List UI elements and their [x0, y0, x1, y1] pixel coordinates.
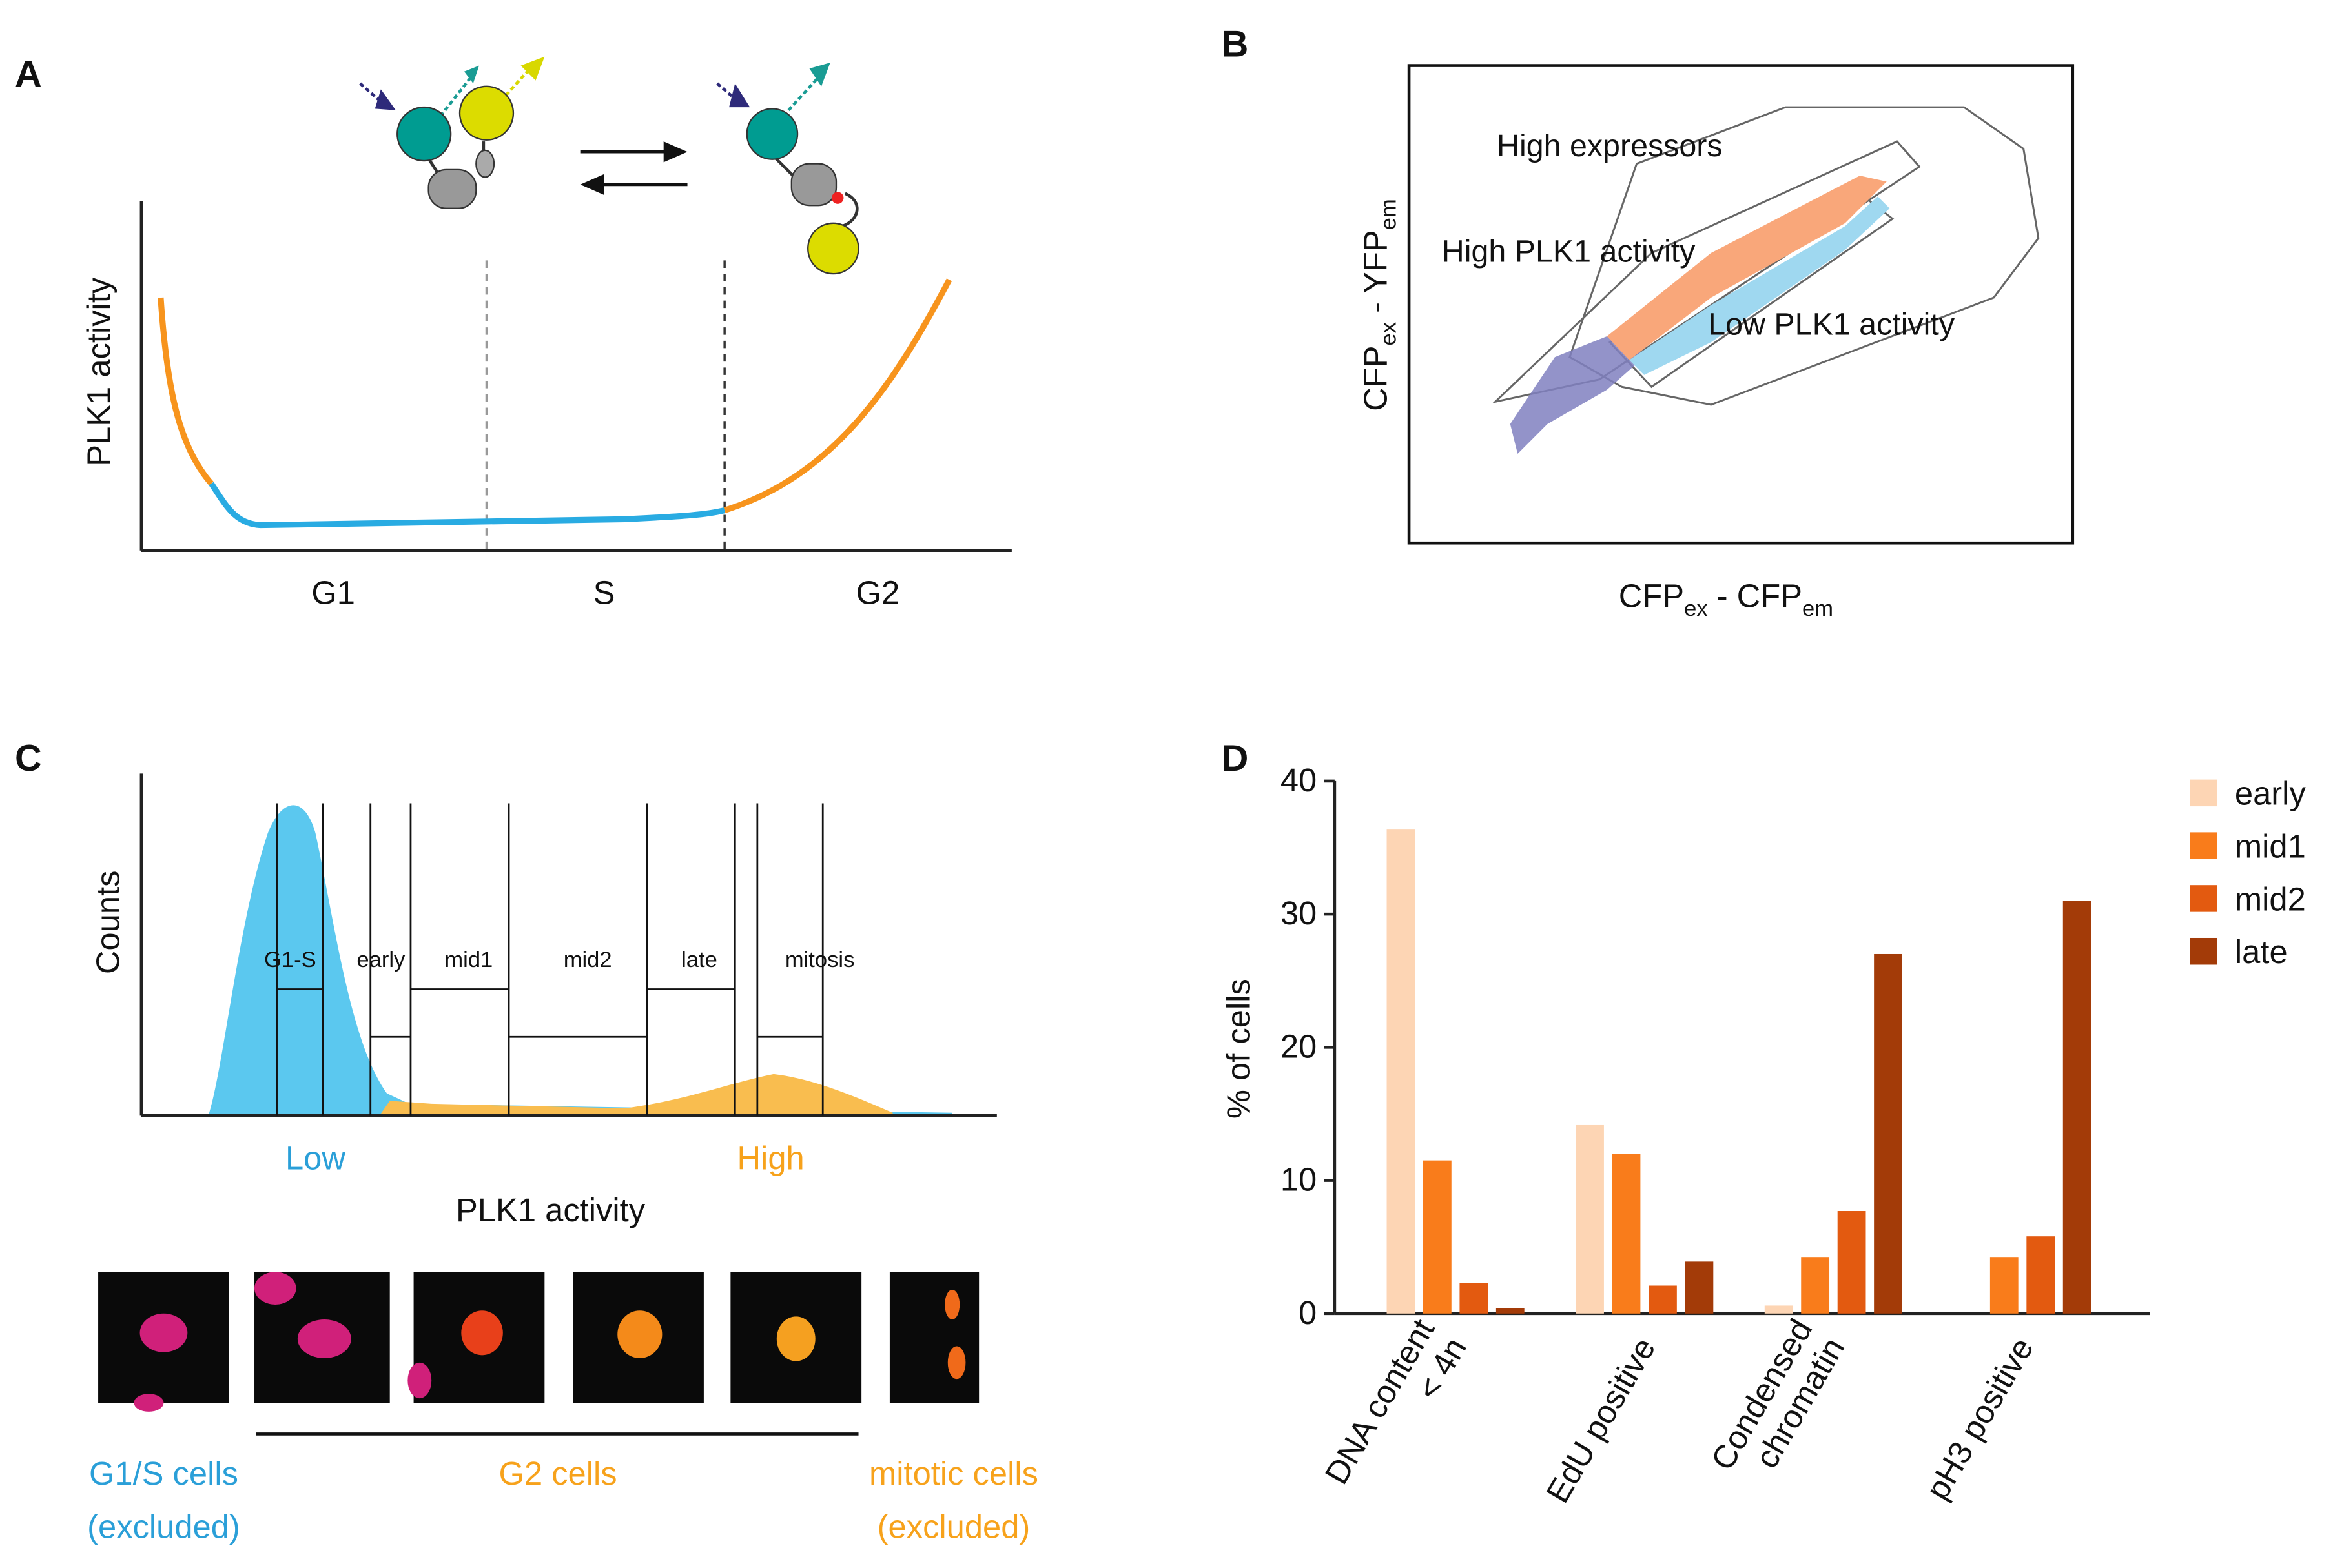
- panel-d: D % of cells 0 10 20 30 40 early mid1 mid2 late D…: [1220, 738, 2307, 1509]
- gate-label: High PLK1 activity: [1442, 234, 1696, 269]
- panel-letter: D: [1222, 738, 1249, 779]
- gate-label: mid1: [444, 948, 493, 972]
- cell-images: [98, 1272, 980, 1436]
- group-label: mitotic cells: [869, 1455, 1038, 1492]
- bar: [1576, 1124, 1604, 1314]
- gate-label: mitosis: [785, 948, 855, 972]
- legend-label: mid1: [2235, 828, 2306, 865]
- y-tick-label: 30: [1280, 895, 1317, 932]
- x-tick-label-group: pH3 positive: [1918, 1331, 2040, 1505]
- x-tick-label-group: EdU positive: [1539, 1331, 1663, 1509]
- group-label: (excluded): [878, 1509, 1031, 1545]
- legend-label: mid2: [2235, 881, 2306, 917]
- phase-label: G2: [856, 575, 900, 611]
- gate-label: Low PLK1 activity: [1708, 307, 1955, 342]
- x-tick-label-group: DNA content< 4n: [1318, 1313, 1474, 1491]
- panel-c: C G1-S early mid1 mid2 late mitosis Coun…: [15, 738, 1038, 1545]
- bar: [1801, 1257, 1830, 1314]
- legend-swatch: [2190, 832, 2217, 859]
- gate-label: early: [356, 948, 406, 972]
- y-axis-label: PLK1 activity: [81, 277, 118, 467]
- sensor-icon-open: [716, 62, 859, 275]
- y-tick-label: 20: [1280, 1028, 1317, 1064]
- gate-label: mid2: [564, 948, 612, 972]
- panel-letter: A: [15, 54, 42, 95]
- x-axis-label: PLK1 activity: [456, 1192, 646, 1228]
- gates: [276, 803, 824, 1116]
- group-label: G2 cells: [499, 1455, 617, 1492]
- y-axis-label: % of cells: [1220, 979, 1257, 1119]
- bar: [1423, 1160, 1452, 1314]
- gate-label: High expressors: [1497, 128, 1723, 163]
- histogram-low: [208, 805, 952, 1116]
- x-tick-label: DNA content: [1318, 1313, 1442, 1491]
- legend-swatch: [2190, 885, 2217, 912]
- panel-letter: C: [15, 738, 42, 779]
- scatter-cloud: [1510, 330, 1645, 454]
- group-label: G1/S cells: [89, 1455, 238, 1492]
- high-label: High: [737, 1139, 804, 1176]
- legend-label: early: [2235, 775, 2307, 812]
- panel-letter: B: [1222, 24, 1249, 65]
- activity-curve: [158, 297, 214, 486]
- gate-label: late: [681, 948, 717, 972]
- bar: [1837, 1211, 1866, 1314]
- sensor-icon-closed: [359, 56, 545, 209]
- bar: [2062, 901, 2091, 1314]
- y-tick-label: 0: [1299, 1294, 1317, 1331]
- low-label: Low: [285, 1139, 345, 1176]
- bar: [1764, 1305, 1793, 1314]
- activity-curve: [723, 278, 952, 513]
- activity-curve: [209, 482, 726, 529]
- bar: [1989, 1257, 2019, 1314]
- legend-swatch: [2190, 937, 2217, 965]
- phase-label: G1: [311, 575, 355, 611]
- bar: [1459, 1283, 1488, 1314]
- phase-label: S: [593, 575, 615, 611]
- y-tick-label: 40: [1280, 762, 1317, 799]
- scatter-cloud: [1629, 196, 1890, 375]
- panel-b: B High expressors High PLK1 activity Low…: [1222, 24, 2075, 621]
- equilibrium-arrows: [580, 141, 688, 196]
- bar: [1685, 1261, 1714, 1314]
- legend-label: late: [2235, 933, 2288, 970]
- bar: [2026, 1236, 2055, 1314]
- histogram-high: [379, 1074, 893, 1116]
- bar: [1495, 1308, 1525, 1314]
- bar: [1874, 953, 1902, 1314]
- scatter-cloud: [1607, 176, 1887, 360]
- x-axis-label: CFPex - CFPem: [1619, 577, 1833, 621]
- x-tick-label: EdU positive: [1539, 1331, 1663, 1509]
- y-axis-label: Counts: [89, 870, 126, 974]
- bar: [1649, 1285, 1677, 1314]
- panel-a: A PLK1 activity G1 S G2: [15, 54, 1012, 611]
- group-label: (excluded): [87, 1509, 240, 1545]
- y-axis-label: CFPex - YFPem: [1357, 199, 1401, 411]
- x-tick-label: pH3 positive: [1918, 1331, 2040, 1505]
- y-tick-label: 10: [1280, 1161, 1317, 1198]
- gate-high-expressors: [1568, 106, 2040, 406]
- bar: [1612, 1154, 1641, 1314]
- gate-label: G1-S: [264, 948, 316, 972]
- legend-swatch: [2190, 779, 2217, 807]
- bar: [1386, 829, 1415, 1314]
